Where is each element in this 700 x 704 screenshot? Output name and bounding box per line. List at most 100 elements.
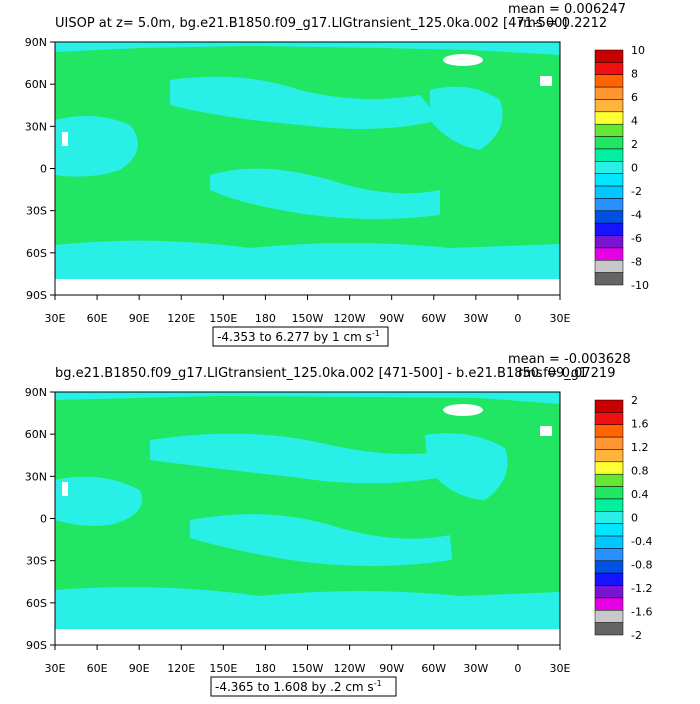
colorbar-label: 1.2 <box>631 441 649 454</box>
y-tick-label: 60N <box>25 78 47 91</box>
ice-mask <box>443 404 483 416</box>
x-tick-label: 90W <box>379 662 404 675</box>
y-tick-label: 60S <box>26 247 47 260</box>
colorbar-swatch <box>594 585 624 599</box>
colorbar-swatch <box>594 399 624 413</box>
range-text: -4.365 to 1.608 by .2 cm s <box>215 680 374 694</box>
colorbar-swatch <box>594 247 624 261</box>
colorbar-swatch <box>594 235 624 249</box>
atlantic-anomaly-region <box>425 433 508 500</box>
x-tick-label: 60W <box>421 662 446 675</box>
colorbar-label: -0.4 <box>631 535 652 548</box>
x-tick-label: 30W <box>463 312 488 325</box>
y-tick-label: 30N <box>25 120 47 133</box>
colorbar-swatch <box>594 123 624 137</box>
colorbar-swatch <box>594 198 624 212</box>
land-mask-east <box>540 76 552 86</box>
map-field <box>55 42 560 295</box>
colorbar-swatch <box>594 161 624 174</box>
colorbar-swatch <box>594 523 624 537</box>
indian-anomaly-region <box>55 116 138 177</box>
colorbar-label: 0 <box>631 162 638 175</box>
colorbar-swatch <box>594 185 624 199</box>
south-pacific-anomaly-region <box>210 168 440 219</box>
y-tick-label: 30N <box>25 470 47 483</box>
colorbar-swatch <box>594 511 624 524</box>
colorbar-swatch <box>594 272 624 286</box>
colorbar-label: -2 <box>631 185 642 198</box>
southern-ocean-anomaly-region <box>55 587 560 629</box>
x-tick-label: 90E <box>129 312 150 325</box>
colorbar-swatch <box>594 486 624 500</box>
y-tick-label: 90S <box>26 289 47 302</box>
colorbar-swatch <box>594 412 624 425</box>
colorbar-swatch <box>594 560 624 574</box>
south-pacific-anomaly-region <box>190 514 452 566</box>
map-figure-uisop: UISOP at z= 5.0m, bg.e21.B1850.f09_g17.L… <box>25 2 649 347</box>
rms-readout: rms = 0.07219 <box>518 366 615 381</box>
pacific-anomaly-region <box>170 76 440 129</box>
x-tick-label: 30E <box>45 312 66 325</box>
colorbar-label: -2 <box>631 629 642 642</box>
colorbar-swatch <box>594 622 624 636</box>
x-tick-label: 60E <box>87 662 108 675</box>
pacific-anomaly-region <box>150 433 455 484</box>
y-tick-label: 30S <box>26 205 47 218</box>
colorbar-label: 2 <box>631 138 638 151</box>
colorbar-label: 2 <box>631 394 638 407</box>
colorbar-label: 4 <box>631 115 638 128</box>
x-tick-label: 60E <box>87 312 108 325</box>
y-tick-label: 60N <box>25 428 47 441</box>
x-tick-label: 90W <box>379 312 404 325</box>
x-tick-label: 30E <box>45 662 66 675</box>
y-tick-label: 90S <box>26 639 47 652</box>
colorbar-swatch <box>594 436 624 450</box>
x-tick-label: 90E <box>129 662 150 675</box>
antarctic-mask <box>55 279 560 295</box>
colorbar-swatch <box>594 210 624 224</box>
colorbar-swatch <box>594 610 624 623</box>
x-axis-ticks: 30E 60E 90E 120E 150E 180 150W 120W 90W 60W 30W 0 30… <box>45 295 571 325</box>
y-axis-ticks: 90N 60N 30N 0 30S 60S 90S <box>25 386 55 652</box>
colorbar-label: 0.8 <box>631 465 649 478</box>
y-tick-label: 0 <box>40 513 47 526</box>
mean-readout: mean = -0.003628 <box>508 352 631 367</box>
indian-anomaly-region <box>55 476 142 526</box>
range-text: -4.353 to 6.277 by 1 cm s <box>217 330 372 344</box>
colorbar: 10 8 6 4 2 0 -2 -4 -6 -8 -10 <box>594 44 649 292</box>
colorbar-label: 0 <box>631 512 638 525</box>
colorbar-swatch <box>594 498 624 512</box>
y-tick-label: 30S <box>26 555 47 568</box>
colorbar-swatch <box>594 260 624 273</box>
x-tick-label: 150W <box>292 312 324 325</box>
y-tick-label: 90N <box>25 36 47 49</box>
arctic-anomaly-region <box>55 392 560 404</box>
colorbar-swatch <box>594 136 624 150</box>
colorbar-label: 10 <box>631 44 645 57</box>
colorbar-swatch <box>594 49 624 63</box>
land-mask <box>62 132 68 146</box>
x-tick-label: 30E <box>550 312 571 325</box>
y-axis-ticks: 90N 60N 30N 0 30S 60S 90S <box>25 36 55 302</box>
range-box <box>210 676 397 697</box>
colorbar-swatch <box>594 222 624 236</box>
ice-mask <box>443 54 483 66</box>
colorbar-swatch <box>594 461 624 475</box>
colorbar: 2 1.6 1.2 0.8 0.4 0 -0.4 -0.8 -1.2 -1.6 -2 <box>594 394 652 642</box>
southern-ocean-anomaly-region <box>55 240 560 279</box>
colorbar-swatch <box>594 86 624 100</box>
x-tick-label: 0 <box>514 312 521 325</box>
map-title: UISOP at z= 5.0m, bg.e21.B1850.f09_g17.L… <box>55 16 567 31</box>
colorbar-swatch <box>594 111 624 125</box>
x-tick-label: 120E <box>167 662 195 675</box>
colorbar-swatch <box>594 449 624 463</box>
colorbar-swatch <box>594 148 624 162</box>
colorbar-swatch <box>594 548 624 562</box>
y-tick-label: 60S <box>26 597 47 610</box>
x-tick-label: 150W <box>292 662 324 675</box>
arctic-anomaly-region <box>55 42 560 55</box>
colorbar-label: 1.6 <box>631 418 649 431</box>
x-axis-ticks: 30E 60E 90E 120E 150E 180 150W 120W 90W 60W 30W 0 30… <box>45 645 571 675</box>
x-tick-label: 60W <box>421 312 446 325</box>
x-tick-label: 120W <box>334 662 366 675</box>
